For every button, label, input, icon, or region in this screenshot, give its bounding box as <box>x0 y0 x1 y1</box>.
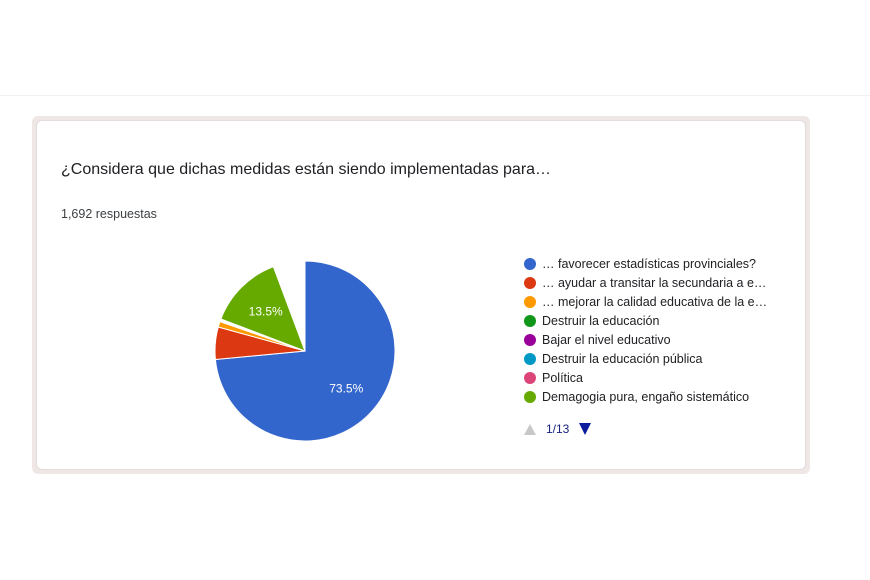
legend-label: Política <box>542 370 583 385</box>
legend-color-dot-icon <box>524 371 536 384</box>
response-count: 1,692 respuestas <box>61 207 157 221</box>
legend-color-dot-icon <box>524 352 536 365</box>
legend-color-dot-icon <box>524 333 536 346</box>
legend-label: … favorecer estadísticas provinciales? <box>542 256 756 271</box>
legend-label: … ayudar a transitar la secundaria a e… <box>542 275 767 290</box>
pie-data-label-8: 13.5% <box>249 304 283 318</box>
legend-item[interactable]: … favorecer estadísticas provinciales? <box>524 254 794 273</box>
triangle-down-icon[interactable] <box>579 423 592 435</box>
pie-chart: 73.5% 13.5% <box>214 260 396 442</box>
legend-color-dot-icon <box>524 257 536 270</box>
legend-item[interactable]: … ayudar a transitar la secundaria a e… <box>524 273 794 292</box>
legend-item[interactable]: Destruir la educación pública <box>524 349 794 368</box>
legend-color-dot-icon <box>524 276 536 289</box>
legend-pager: 1/13 <box>524 422 592 436</box>
legend-label: Demagogia pura, engaño sistemático <box>542 389 750 404</box>
question-card: ¿Considera que dichas medidas están sien… <box>36 120 806 470</box>
legend-color-dot-icon <box>524 390 536 403</box>
legend-item[interactable]: Destruir la educación <box>524 311 794 330</box>
legend-label: Bajar el nivel educativo <box>542 332 671 347</box>
pager-label: 1/13 <box>546 422 570 436</box>
legend-item[interactable]: Bajar el nivel educativo <box>524 330 794 349</box>
top-divider <box>0 95 870 96</box>
legend-item[interactable]: Política <box>524 368 794 387</box>
legend-label: Destruir la educación <box>542 313 660 328</box>
question-title: ¿Considera que dichas medidas están sien… <box>61 161 552 178</box>
legend-label: … mejorar la calidad educativa de la e… <box>542 294 768 309</box>
legend-label: Destruir la educación pública <box>542 351 703 366</box>
pie-slice-9[interactable] <box>272 260 306 352</box>
pie-data-label-0: 73.5% <box>329 382 363 396</box>
legend-item[interactable]: Demagogia pura, engaño sistemático <box>524 387 794 406</box>
legend-item[interactable]: … mejorar la calidad educativa de la e… <box>524 292 794 311</box>
triangle-up-icon[interactable] <box>524 423 536 435</box>
chart-legend: … favorecer estadísticas provinciales? … … <box>524 254 794 406</box>
pie-slice-8[interactable] <box>220 266 306 352</box>
legend-color-dot-icon <box>524 295 536 308</box>
legend-color-dot-icon <box>524 314 536 327</box>
